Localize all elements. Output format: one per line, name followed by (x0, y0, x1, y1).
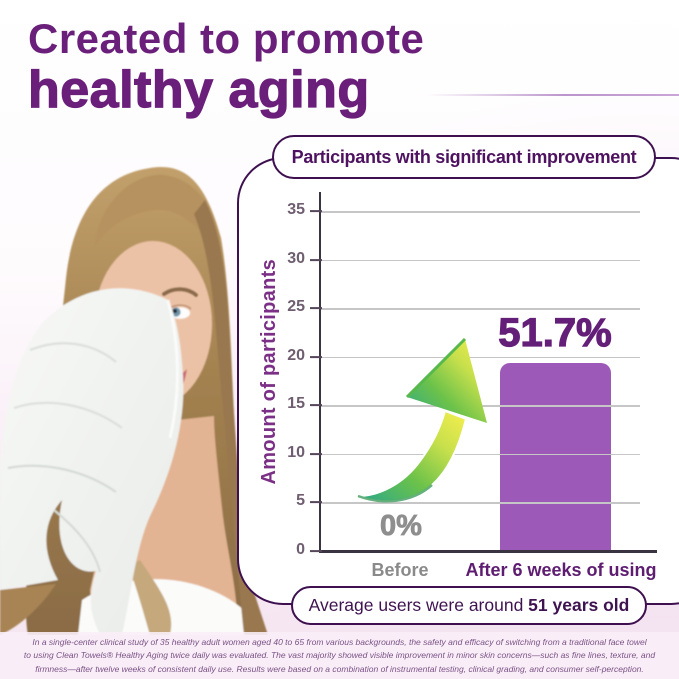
page-title-line1: Created to promote (28, 15, 425, 62)
chart-title: Participants with significant improvemen… (291, 146, 637, 167)
y-axis-line (319, 192, 322, 551)
gridline (321, 211, 640, 213)
y-tick-mark (310, 404, 322, 407)
page-title-line2: healthy aging (27, 61, 370, 120)
average-age-pill: Average users were around 51 years old (291, 586, 647, 625)
y-tick-mark (310, 453, 322, 455)
y-tick-label: 30 (287, 250, 305, 268)
y-tick-mark (310, 210, 322, 213)
growth-arrow-icon (357, 337, 487, 503)
bar-value-label: 51.7% (498, 310, 613, 355)
y-tick-label: 20 (287, 347, 305, 365)
before-value-label: 0% (380, 510, 423, 543)
gridline (321, 259, 640, 262)
plot-area: 51.7% 0% Before After 6 weeks of using 0… (287, 192, 657, 580)
x-axis-line (319, 550, 657, 553)
y-tick-label: 35 (287, 201, 305, 219)
y-tick-label: 10 (287, 444, 305, 462)
disclaimer: In a single-center clinical study of 35 … (0, 632, 679, 679)
page-title: Created to promote healthy aging (27, 15, 425, 120)
disclaimer-line: to using Clean Towels® Healthy Aging twi… (23, 650, 656, 661)
x-label-before: Before (371, 560, 429, 580)
bar-after-6-weeks (500, 362, 611, 550)
y-tick-mark (310, 501, 322, 504)
y-tick-label: 0 (296, 541, 305, 559)
gridline (321, 356, 640, 359)
gridline (321, 502, 640, 504)
disclaimer-line: firmness—after twelve weeks of consisten… (35, 663, 644, 674)
x-label-after: After 6 weeks of using (465, 560, 657, 580)
chart-title-pill: Participants with significant improvemen… (272, 135, 656, 179)
woman-with-towel-photo (0, 167, 268, 635)
y-tick-mark (310, 550, 322, 552)
gridline (321, 308, 640, 310)
y-tick-mark (310, 307, 322, 310)
y-tick-mark (310, 259, 322, 261)
y-tick-label: 15 (287, 395, 305, 413)
decorative-divider (426, 94, 679, 96)
disclaimer-line: In a single-center clinical study of 35 … (32, 637, 647, 648)
y-tick-label: 5 (296, 492, 305, 510)
y-tick-mark (310, 356, 322, 358)
y-tick-label: 25 (287, 298, 305, 316)
y-axis-title: Amount of participants (257, 258, 280, 485)
gridline (321, 453, 640, 456)
average-age-text: Average users were around 51 years old (308, 595, 630, 615)
